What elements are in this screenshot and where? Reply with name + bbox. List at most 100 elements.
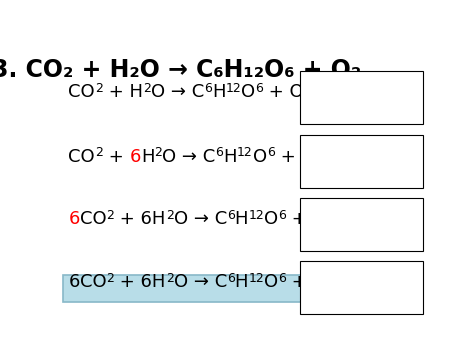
Text: 6: 6	[386, 279, 393, 289]
Text: +: +	[286, 273, 312, 291]
Text: + 6H: + 6H	[114, 273, 166, 291]
Text: O: O	[253, 148, 267, 165]
Text: 6: 6	[386, 216, 393, 226]
Text: O: O	[360, 305, 369, 315]
Text: 6: 6	[204, 82, 212, 95]
Text: H: H	[223, 148, 237, 165]
Text: C: C	[302, 153, 310, 163]
Text: O: O	[324, 273, 338, 291]
Text: 2: 2	[166, 272, 173, 285]
Text: O: O	[360, 115, 369, 125]
Text: 8: 8	[386, 242, 393, 252]
Text: H: H	[360, 229, 368, 239]
Text: H: H	[360, 292, 368, 302]
Text: 6: 6	[255, 82, 263, 95]
Text: O → C: O → C	[173, 211, 227, 228]
Text: Products: Products	[360, 140, 406, 150]
Text: CO: CO	[80, 273, 107, 291]
Text: H: H	[360, 102, 368, 112]
Text: 2: 2	[338, 272, 346, 285]
Text: H: H	[302, 229, 310, 239]
Text: C: C	[302, 279, 310, 289]
Text: 6: 6	[278, 209, 286, 222]
Text: 6: 6	[278, 272, 286, 285]
Text: + H: + H	[103, 83, 143, 101]
Text: 12: 12	[328, 166, 341, 176]
Text: 2: 2	[328, 102, 334, 112]
Text: + O: + O	[263, 83, 304, 101]
Text: 2: 2	[304, 82, 312, 95]
Text: 1: 1	[328, 89, 334, 99]
Text: 6: 6	[312, 273, 324, 291]
Text: 18: 18	[328, 305, 341, 315]
Text: +: +	[103, 148, 129, 165]
Bar	[300, 261, 423, 314]
Text: C: C	[302, 89, 310, 99]
Text: Products: Products	[360, 203, 406, 213]
Text: 6: 6	[328, 216, 334, 226]
Text: 12: 12	[328, 292, 341, 302]
Bar	[300, 71, 423, 124]
Text: 2: 2	[315, 146, 323, 159]
Text: H: H	[235, 273, 248, 291]
Text: Reactants: Reactants	[302, 76, 354, 86]
Text: 6: 6	[227, 272, 235, 285]
Text: CO: CO	[68, 148, 95, 165]
Text: 6: 6	[227, 209, 235, 222]
Text: O: O	[360, 179, 369, 189]
Text: 6: 6	[68, 211, 80, 228]
Text: H: H	[212, 83, 226, 101]
Text: 6: 6	[216, 146, 223, 159]
Text: C: C	[360, 89, 368, 99]
Text: C: C	[360, 279, 368, 289]
Text: O: O	[360, 242, 369, 252]
Text: CO: CO	[80, 211, 107, 228]
Text: 8: 8	[386, 115, 393, 125]
Text: Reactants: Reactants	[302, 203, 354, 213]
Bar	[63, 275, 351, 302]
Text: 12: 12	[386, 166, 400, 176]
Text: 2: 2	[95, 82, 103, 95]
Text: + 6H: + 6H	[114, 211, 166, 228]
Text: 2: 2	[155, 146, 162, 159]
Text: 12: 12	[248, 272, 264, 285]
Text: O: O	[302, 179, 310, 189]
Text: O: O	[241, 83, 255, 101]
Text: H: H	[302, 102, 310, 112]
Text: H: H	[235, 211, 248, 228]
Text: 6: 6	[328, 279, 334, 289]
Text: Reactants: Reactants	[302, 266, 354, 275]
Text: 2: 2	[327, 209, 335, 222]
Text: 3: 3	[328, 115, 334, 125]
Text: Products: Products	[360, 76, 406, 86]
Bar	[300, 135, 423, 188]
Text: O → C: O → C	[162, 148, 216, 165]
Text: O: O	[302, 242, 310, 252]
Text: 6: 6	[267, 146, 274, 159]
Text: 12: 12	[386, 229, 400, 239]
Text: O: O	[264, 211, 278, 228]
Text: 1: 1	[328, 153, 334, 163]
Text: 12: 12	[386, 292, 400, 302]
Text: 12: 12	[248, 209, 264, 222]
Text: + O: + O	[286, 211, 327, 228]
Text: 18: 18	[386, 305, 400, 315]
Text: 8: 8	[328, 179, 334, 189]
Text: 2: 2	[143, 82, 151, 95]
Text: 2: 2	[95, 146, 103, 159]
Text: 6: 6	[68, 273, 80, 291]
Text: O → C: O → C	[151, 83, 204, 101]
Text: 12: 12	[386, 102, 400, 112]
Text: Reactants: Reactants	[302, 140, 354, 150]
Bar	[300, 198, 423, 251]
Text: 6: 6	[386, 153, 393, 163]
Text: 12: 12	[328, 229, 341, 239]
Text: 12: 12	[237, 146, 253, 159]
Text: C: C	[360, 216, 368, 226]
Text: Products: Products	[360, 266, 406, 275]
Text: H: H	[360, 166, 368, 176]
Text: H: H	[141, 148, 155, 165]
Text: 12: 12	[226, 82, 241, 95]
Text: O: O	[302, 305, 310, 315]
Text: 6: 6	[129, 148, 141, 165]
